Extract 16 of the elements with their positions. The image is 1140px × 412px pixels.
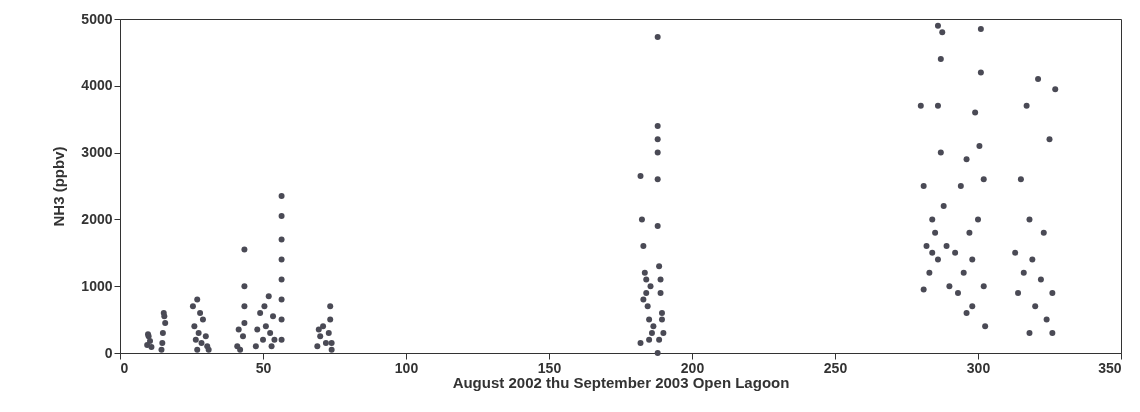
x-axis-title: August 2002 thu September 2003 Open Lagoon: [452, 373, 790, 391]
x-tick-label: 250: [823, 359, 848, 376]
y-tick-label: 4000: [81, 77, 113, 94]
y-tick-label: 0: [104, 344, 113, 361]
y-tick-label: 5000: [81, 10, 113, 27]
x-tick-label: 100: [394, 359, 419, 376]
x-tick-label: 150: [537, 359, 562, 376]
x-tick-label: 50: [255, 359, 272, 376]
y-tick-label: 3000: [81, 144, 113, 161]
y-axis-title: NH3 (ppbv): [50, 146, 68, 227]
x-tick-label: 200: [680, 359, 705, 376]
x-tick-label: 350: [1098, 359, 1122, 376]
y-tick-label: 1000: [81, 277, 113, 294]
x-tick-label: 0: [120, 359, 129, 376]
y-tick-label: 2000: [81, 210, 113, 227]
x-tick-label: 300: [966, 359, 991, 376]
